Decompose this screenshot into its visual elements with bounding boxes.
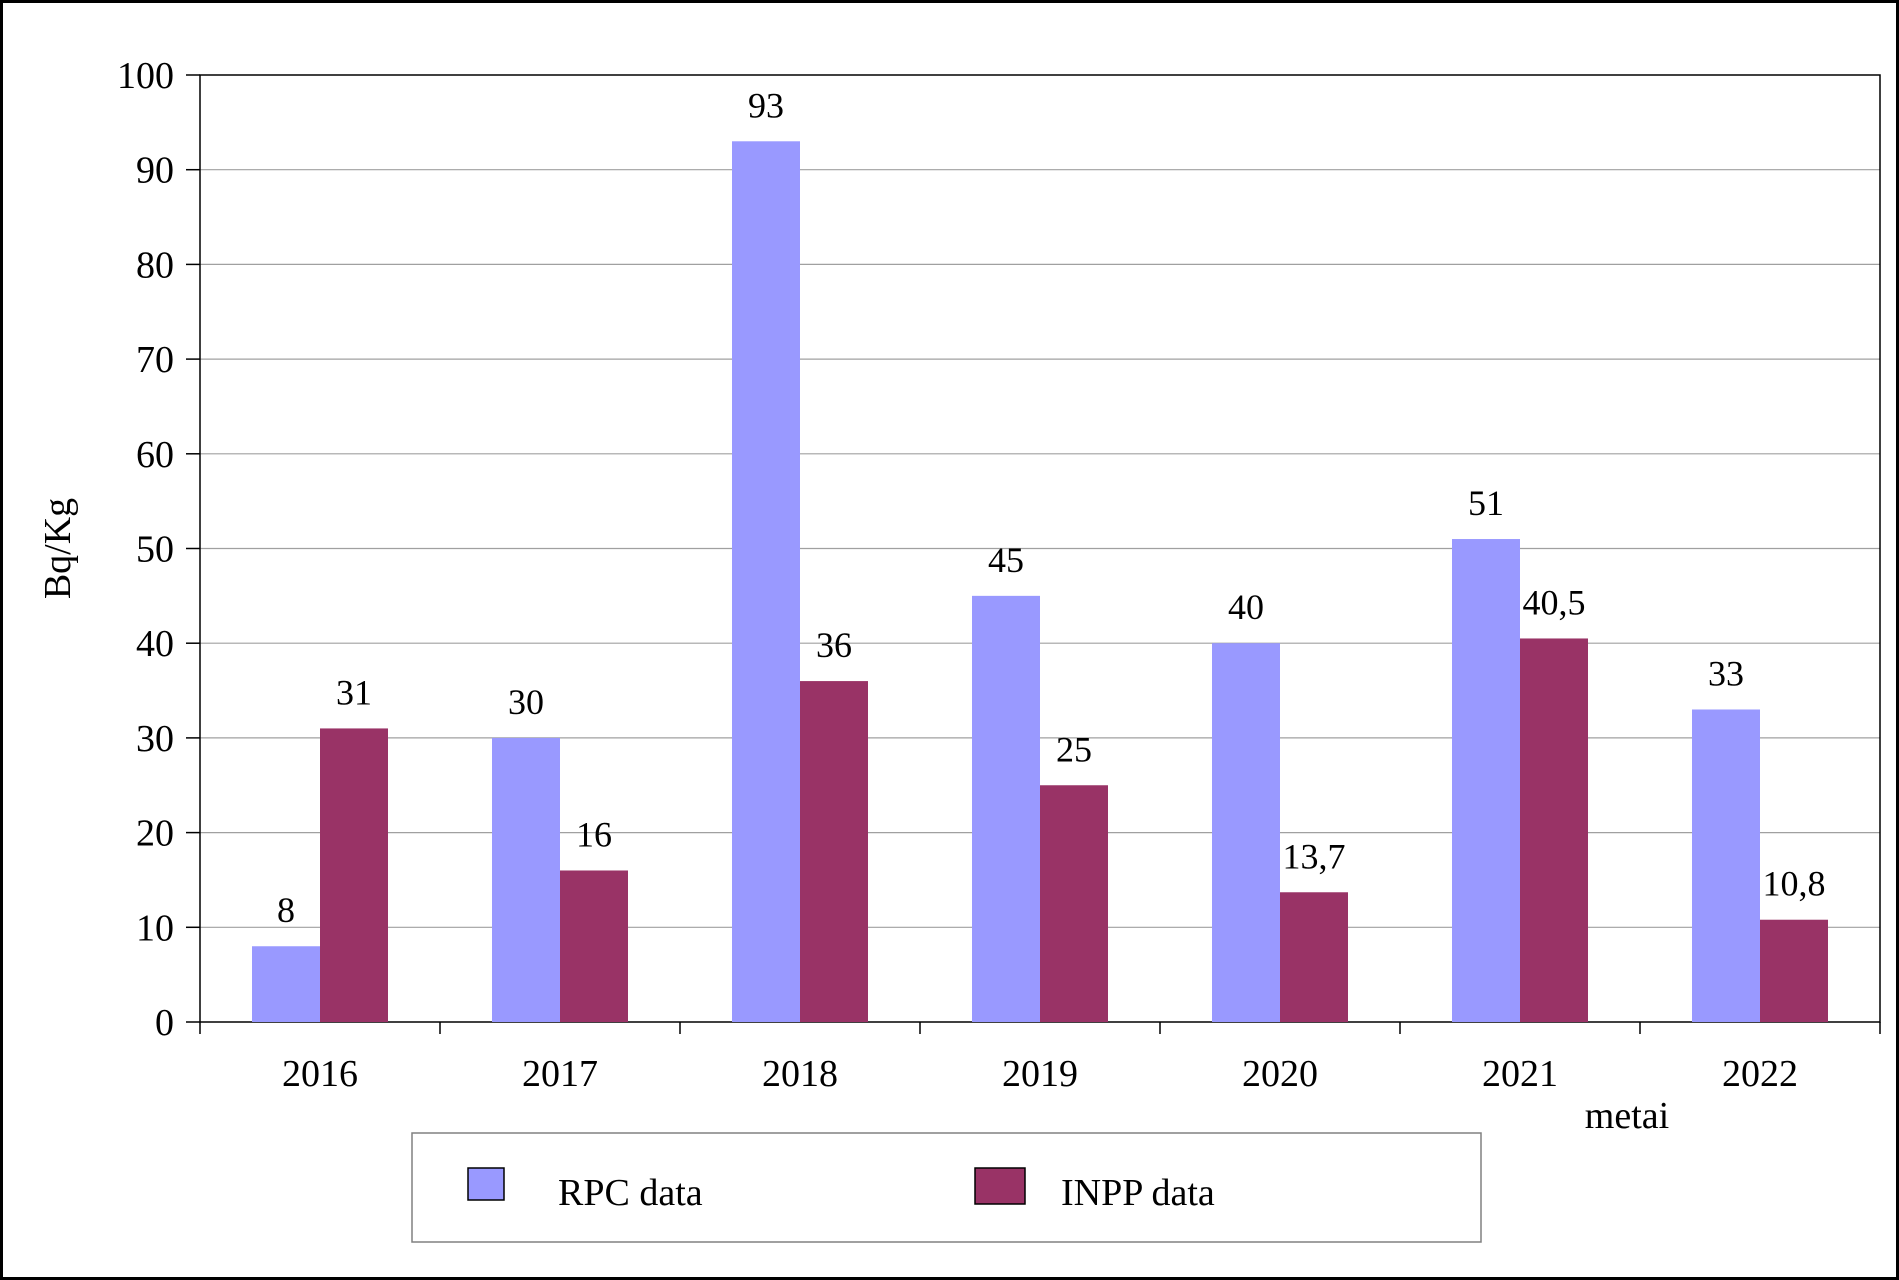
legend-box (411, 1132, 1482, 1243)
bar-rpc (1452, 539, 1520, 1022)
legend-swatch-rpc (467, 1167, 505, 1201)
data-label: 51 (1468, 483, 1504, 523)
data-label: 36 (816, 625, 852, 665)
gridlines (200, 169, 1880, 928)
x-tick-label: 2021 (1482, 1053, 1558, 1095)
legend-label-rpc: RPC data (558, 1172, 703, 1214)
bar-rpc (252, 946, 320, 1022)
bar-inpp (1520, 638, 1588, 1022)
x-axis-label: metai (1585, 1095, 1669, 1137)
bar-inpp (1280, 892, 1348, 1022)
x-tick-label: 2017 (522, 1053, 598, 1095)
data-label: 33 (1708, 653, 1744, 693)
data-label: 16 (576, 814, 612, 854)
y-tick-label: 100 (117, 55, 174, 97)
y-tick-label: 70 (136, 339, 174, 381)
y-tick-label: 60 (136, 434, 174, 476)
bar-rpc (492, 737, 560, 1022)
axes-group: 0 10 20 30 40 50 60 70 80 90 100 2016 2017 2018 2019 20… (117, 55, 1881, 1095)
data-label: 45 (988, 540, 1024, 580)
bar-inpp (560, 870, 628, 1022)
bars-group: 8 30 93 45 40 51 33 31 16 36 25 13,7 40,5 10,8 (252, 85, 1828, 1023)
bar-inpp (1040, 785, 1108, 1022)
x-tick-label: 2018 (762, 1053, 838, 1095)
y-tick-label: 80 (136, 244, 174, 286)
legend: RPC data INPP data (411, 1132, 1482, 1243)
legend-label-inpp: INPP data (1061, 1172, 1215, 1214)
x-tick-label: 2020 (1242, 1053, 1318, 1095)
data-label: 93 (748, 85, 784, 125)
bar-rpc (1212, 643, 1280, 1022)
legend-swatch-inpp (974, 1167, 1026, 1205)
x-tick-label: 2022 (1722, 1053, 1798, 1095)
data-label: 40 (1228, 587, 1264, 627)
bar-rpc (1692, 709, 1760, 1022)
x-tick-label: 2019 (1002, 1053, 1078, 1095)
data-label: 25 (1056, 729, 1092, 769)
bar-rpc (972, 595, 1040, 1022)
bar-rpc (732, 141, 800, 1023)
y-tick-label: 50 (136, 529, 174, 571)
data-label: 13,7 (1283, 836, 1346, 876)
y-tick-label: 90 (136, 150, 174, 192)
data-label: 40,5 (1523, 582, 1586, 622)
data-label: 8 (277, 890, 295, 930)
y-tick-label: 20 (136, 813, 174, 855)
y-tick-label: 30 (136, 718, 174, 760)
bar-inpp (800, 681, 868, 1022)
y-tick-label: 0 (155, 1002, 174, 1044)
y-tick-label: 10 (136, 907, 174, 949)
data-label: 10,8 (1763, 864, 1826, 904)
x-tick-label: 2016 (282, 1053, 358, 1095)
data-label: 31 (336, 672, 372, 712)
bar-inpp (320, 728, 388, 1022)
y-axis-label: Bq/Kg (37, 498, 79, 599)
bar-inpp (1760, 919, 1828, 1022)
data-label: 30 (508, 682, 544, 722)
y-tick-label: 40 (136, 623, 174, 665)
